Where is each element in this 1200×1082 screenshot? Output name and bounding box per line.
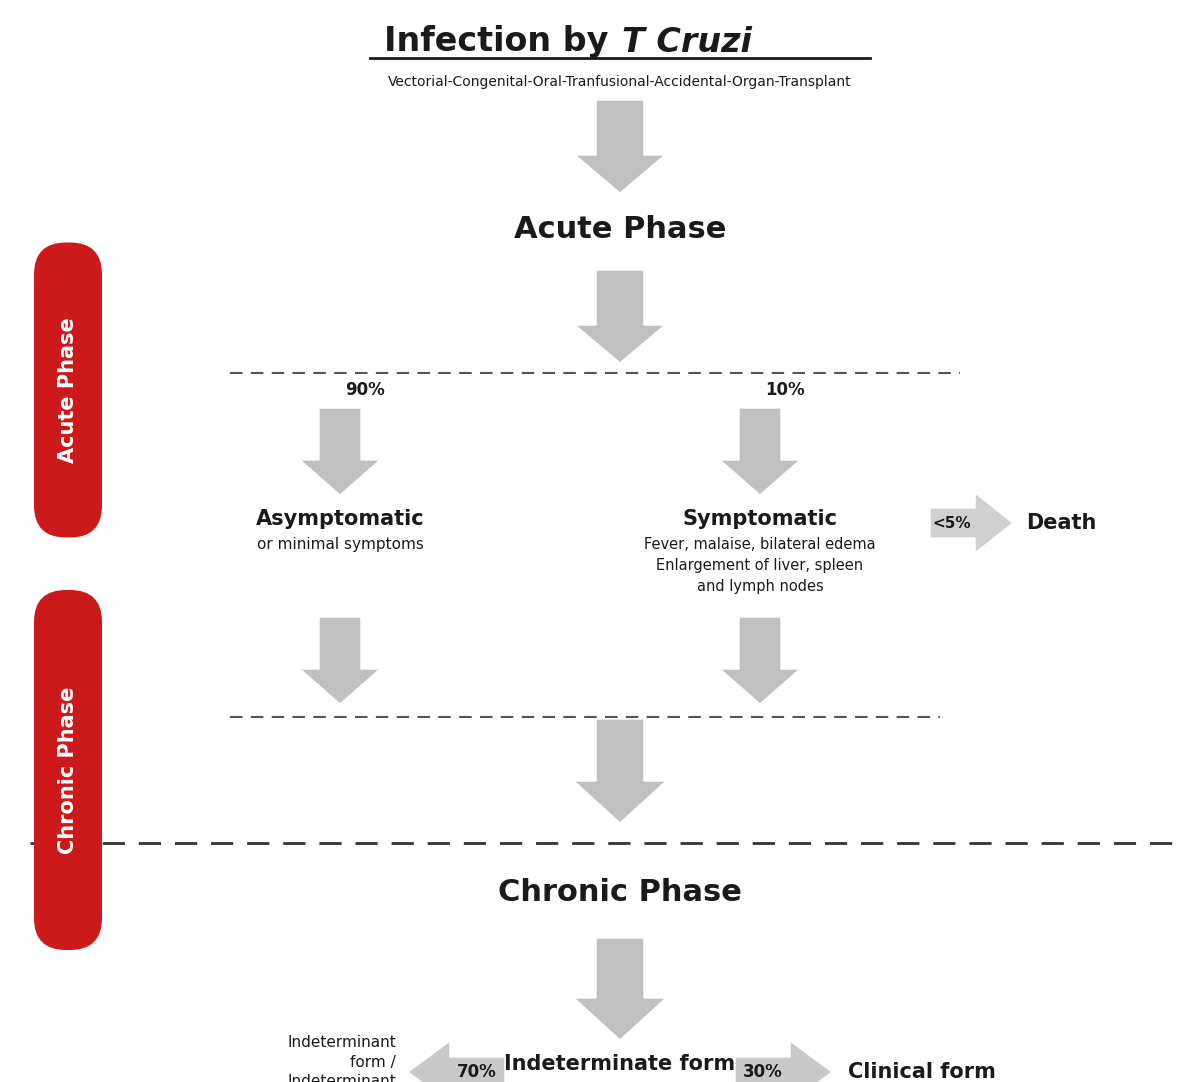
- Text: Chronic Phase: Chronic Phase: [498, 878, 742, 907]
- Text: Asymptomatic: Asymptomatic: [256, 509, 425, 529]
- Text: <5%: <5%: [932, 515, 971, 530]
- Text: T Cruzi: T Cruzi: [622, 26, 752, 58]
- Text: Symptomatic: Symptomatic: [683, 509, 838, 529]
- Polygon shape: [930, 493, 1013, 553]
- Text: 30%: 30%: [743, 1063, 782, 1081]
- Polygon shape: [575, 100, 665, 193]
- Polygon shape: [300, 408, 380, 494]
- Polygon shape: [574, 720, 666, 823]
- Text: Fever, malaise, bilateral edema
Enlargement of liver, spleen
and lymph nodes: Fever, malaise, bilateral edema Enlargem…: [644, 537, 876, 594]
- FancyBboxPatch shape: [34, 590, 102, 950]
- Text: 10%: 10%: [766, 381, 805, 399]
- Text: Indeterminant
form /
Indeterminant
form for life: Indeterminant form / Indeterminant form …: [287, 1034, 396, 1082]
- Polygon shape: [300, 617, 380, 704]
- Text: Death: Death: [1026, 513, 1096, 533]
- Text: Infection by: Infection by: [384, 26, 620, 58]
- Text: Chronic Phase: Chronic Phase: [58, 686, 78, 854]
- Polygon shape: [574, 938, 666, 1040]
- Text: Acute Phase: Acute Phase: [58, 317, 78, 463]
- Text: 90%: 90%: [346, 381, 385, 399]
- Text: Indeterminate form: Indeterminate form: [504, 1054, 736, 1074]
- Polygon shape: [408, 1041, 505, 1082]
- Text: or minimal symptoms: or minimal symptoms: [257, 537, 424, 552]
- Polygon shape: [734, 1041, 832, 1082]
- Text: Clinical form: Clinical form: [848, 1063, 996, 1082]
- Text: 70%: 70%: [457, 1063, 497, 1081]
- Polygon shape: [720, 408, 800, 494]
- FancyBboxPatch shape: [34, 242, 102, 538]
- Text: Vectorial-Congenital-Oral-Tranfusional-Accidental-Organ-Transplant: Vectorial-Congenital-Oral-Tranfusional-A…: [388, 75, 852, 89]
- Polygon shape: [575, 270, 665, 362]
- Text: Acute Phase: Acute Phase: [514, 215, 726, 245]
- Polygon shape: [720, 617, 800, 704]
